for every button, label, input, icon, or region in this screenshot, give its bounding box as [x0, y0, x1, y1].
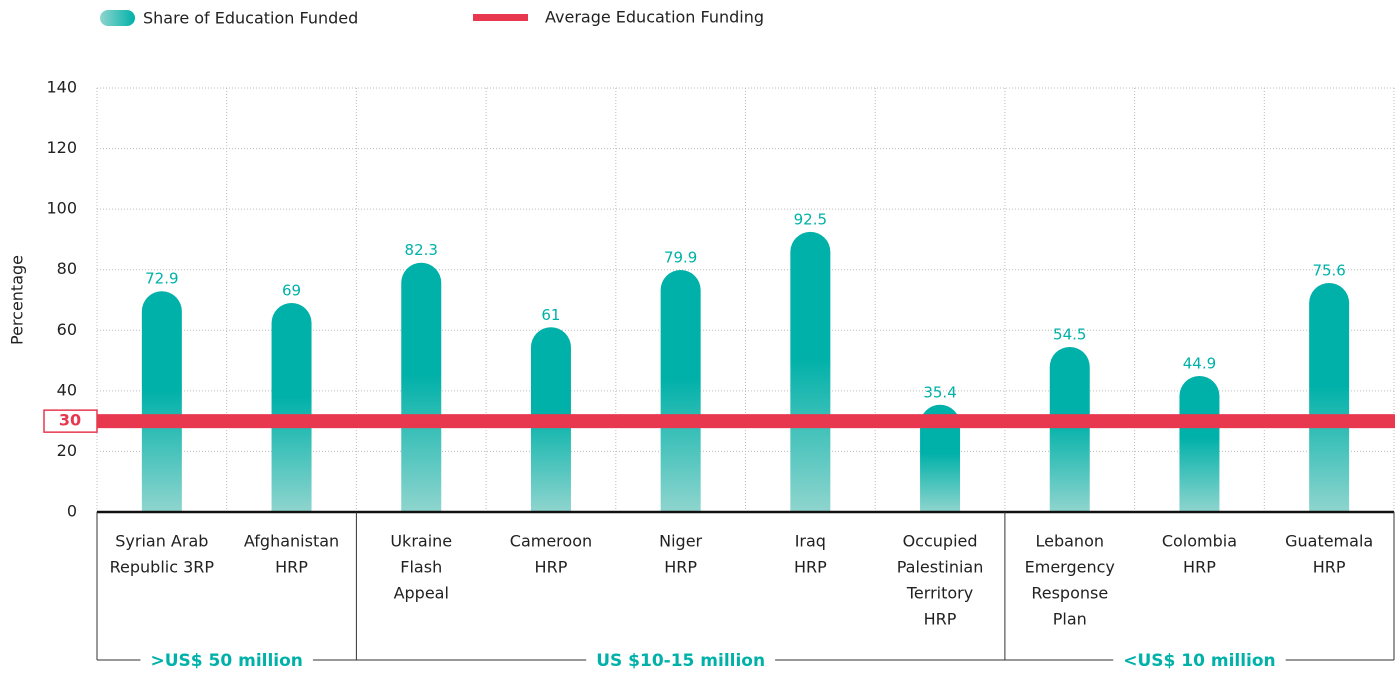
value-label: 92.5: [794, 210, 827, 228]
legend-swatch: [100, 10, 135, 26]
value-label: 79.9: [664, 249, 697, 267]
reference-label-box: [43, 409, 98, 433]
group-label-bg: [586, 650, 776, 672]
x-tick-label: Afghanistan: [244, 532, 339, 551]
group-label: <US$ 10 million: [1123, 651, 1275, 671]
legend-label: Average Education Funding: [545, 8, 764, 27]
x-tick-label: HRP: [275, 558, 308, 577]
value-label: 75.6: [1312, 262, 1345, 280]
reference-line: [97, 414, 1395, 429]
reference-label: 30: [59, 411, 81, 430]
value-label: 69: [282, 282, 301, 300]
x-tick-label: Territory: [906, 584, 973, 603]
value-label: 44.9: [1183, 355, 1216, 373]
y-tick-label: 140: [46, 78, 77, 97]
bar: [660, 270, 701, 512]
x-tick-label: Cameroon: [510, 532, 592, 551]
x-tick-label: Syrian Arab: [115, 532, 208, 551]
x-tick-label: Flash: [400, 558, 442, 577]
bar: [1309, 283, 1350, 512]
legend-label: Share of Education Funded: [143, 9, 358, 28]
bar: [1179, 376, 1220, 512]
bar: [271, 303, 312, 512]
x-tick-label: Occupied: [903, 532, 978, 551]
x-tick-label: Lebanon: [1035, 532, 1104, 551]
bar: [790, 231, 831, 512]
y-tick-label: 80: [57, 259, 77, 278]
x-tick-label: HRP: [1313, 558, 1346, 577]
value-label: 82.3: [405, 241, 438, 259]
x-tick-label: Niger: [659, 532, 702, 551]
value-label: 35.4: [923, 383, 956, 401]
bar: [1049, 346, 1090, 512]
y-tick-label: 40: [57, 380, 77, 399]
x-tick-label: HRP: [924, 610, 957, 629]
x-tick-label: Republic 3RP: [110, 558, 215, 577]
bar: [401, 262, 442, 512]
y-axis-label: Percentage: [8, 255, 27, 345]
value-label: 72.9: [145, 270, 178, 288]
legend-swatch: [473, 14, 528, 21]
group-label-bg: [140, 650, 313, 672]
x-tick-label: Response: [1031, 584, 1108, 603]
x-tick-label: Appeal: [394, 584, 449, 603]
x-tick-label: Colombia: [1162, 532, 1237, 551]
x-tick-label: Emergency: [1025, 558, 1115, 577]
x-tick-label: Guatemala: [1285, 532, 1373, 551]
value-label: 54.5: [1053, 325, 1086, 343]
x-tick-label: Ukraine: [390, 532, 452, 551]
x-tick-label: Plan: [1053, 610, 1087, 629]
x-tick-label: Palestinian: [897, 558, 984, 577]
x-tick-label: HRP: [535, 558, 568, 577]
x-tick-label: HRP: [1183, 558, 1216, 577]
x-tick-label: Iraq: [795, 532, 826, 551]
x-tick-label: HRP: [794, 558, 827, 577]
y-tick-label: 120: [46, 138, 77, 157]
y-tick-label: 100: [46, 199, 77, 218]
value-label: 61: [541, 306, 560, 324]
y-tick-label: 0: [67, 502, 77, 521]
bar: [920, 404, 961, 512]
group-label: >US$ 50 million: [150, 651, 302, 671]
group-label-bg: [1113, 650, 1286, 672]
group-label: US $10-15 million: [596, 651, 765, 671]
y-tick-label: 20: [57, 441, 77, 460]
x-tick-label: HRP: [664, 558, 697, 577]
y-tick-label: 60: [57, 320, 77, 339]
bar: [141, 291, 182, 512]
